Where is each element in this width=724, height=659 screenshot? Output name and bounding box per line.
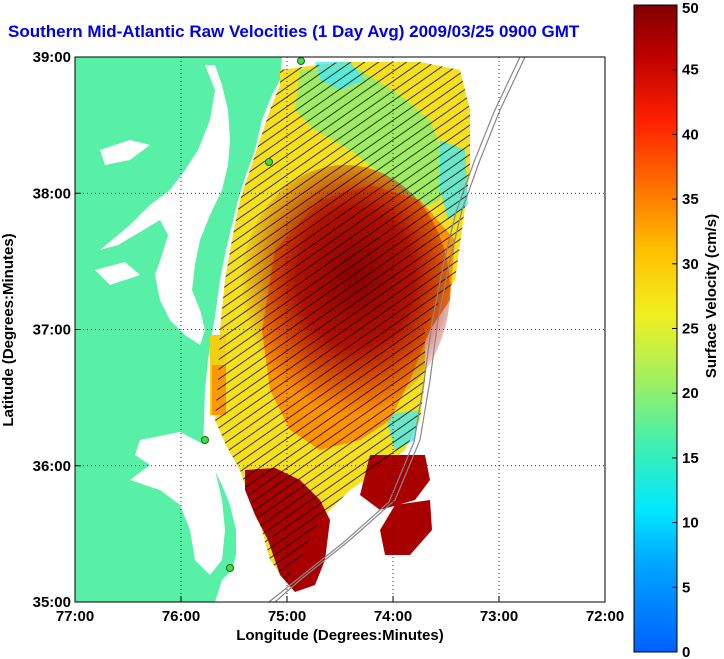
colorbar-tick-label: 10 <box>682 515 699 532</box>
colorbar-tick-label: 0 <box>682 644 690 659</box>
radar-site <box>226 564 234 572</box>
x-ticks: 77:00 76:00 75:00 74:00 73:00 72:00 <box>56 596 624 625</box>
radar-site <box>201 436 209 444</box>
y-tick-label: 36:00 <box>33 458 71 475</box>
x-tick-label: 75:00 <box>268 608 306 625</box>
colorbar-tick-label: 35 <box>682 191 699 208</box>
chart-title: Southern Mid-Atlantic Raw Velocities (1 … <box>8 22 580 41</box>
y-tick-label: 39:00 <box>33 49 71 66</box>
colorbar-ticks: 0 5 10 15 20 25 30 35 40 45 50 <box>672 0 699 659</box>
y-tick-label: 38:00 <box>33 185 71 202</box>
chesapeake-bay <box>100 65 230 345</box>
colorbar-tick-label: 40 <box>682 126 699 143</box>
y-tick-label: 37:00 <box>33 322 71 339</box>
velocity-arrows <box>215 62 470 580</box>
x-tick-label: 76:00 <box>162 608 200 625</box>
colorbar-tick-label: 45 <box>682 62 699 79</box>
y-tick-label: 35:00 <box>33 594 71 611</box>
grid <box>75 57 605 602</box>
x-tick-label: 73:00 <box>480 608 518 625</box>
y-ticks: 39:00 38:00 37:00 36:00 35:00 <box>33 49 81 611</box>
colorbar-tick-label: 15 <box>682 450 699 467</box>
colorbar-label: Surface Velocity (cm/s) <box>703 214 720 378</box>
colorbar-tick-label: 30 <box>682 256 699 273</box>
colorbar-tick-label: 20 <box>682 385 699 402</box>
x-tick-label: 74:00 <box>374 608 412 625</box>
radar-site <box>297 57 305 65</box>
colorbar-tick-label: 5 <box>682 579 690 596</box>
shelf-line <box>274 57 526 602</box>
colorbar <box>633 4 678 653</box>
land-mass <box>75 57 282 602</box>
x-tick-label: 77:00 <box>56 608 94 625</box>
x-tick-label: 72:00 <box>586 608 624 625</box>
colorbar-tick-label: 50 <box>682 0 699 17</box>
x-axis-label: Longitude (Degrees:Minutes) <box>236 627 444 644</box>
pamlico-sound <box>130 432 225 575</box>
colorbar-tick-label: 25 <box>682 321 699 338</box>
radar-site <box>265 158 273 166</box>
y-axis-label: Latitude (Degrees:Minutes) <box>0 233 17 426</box>
